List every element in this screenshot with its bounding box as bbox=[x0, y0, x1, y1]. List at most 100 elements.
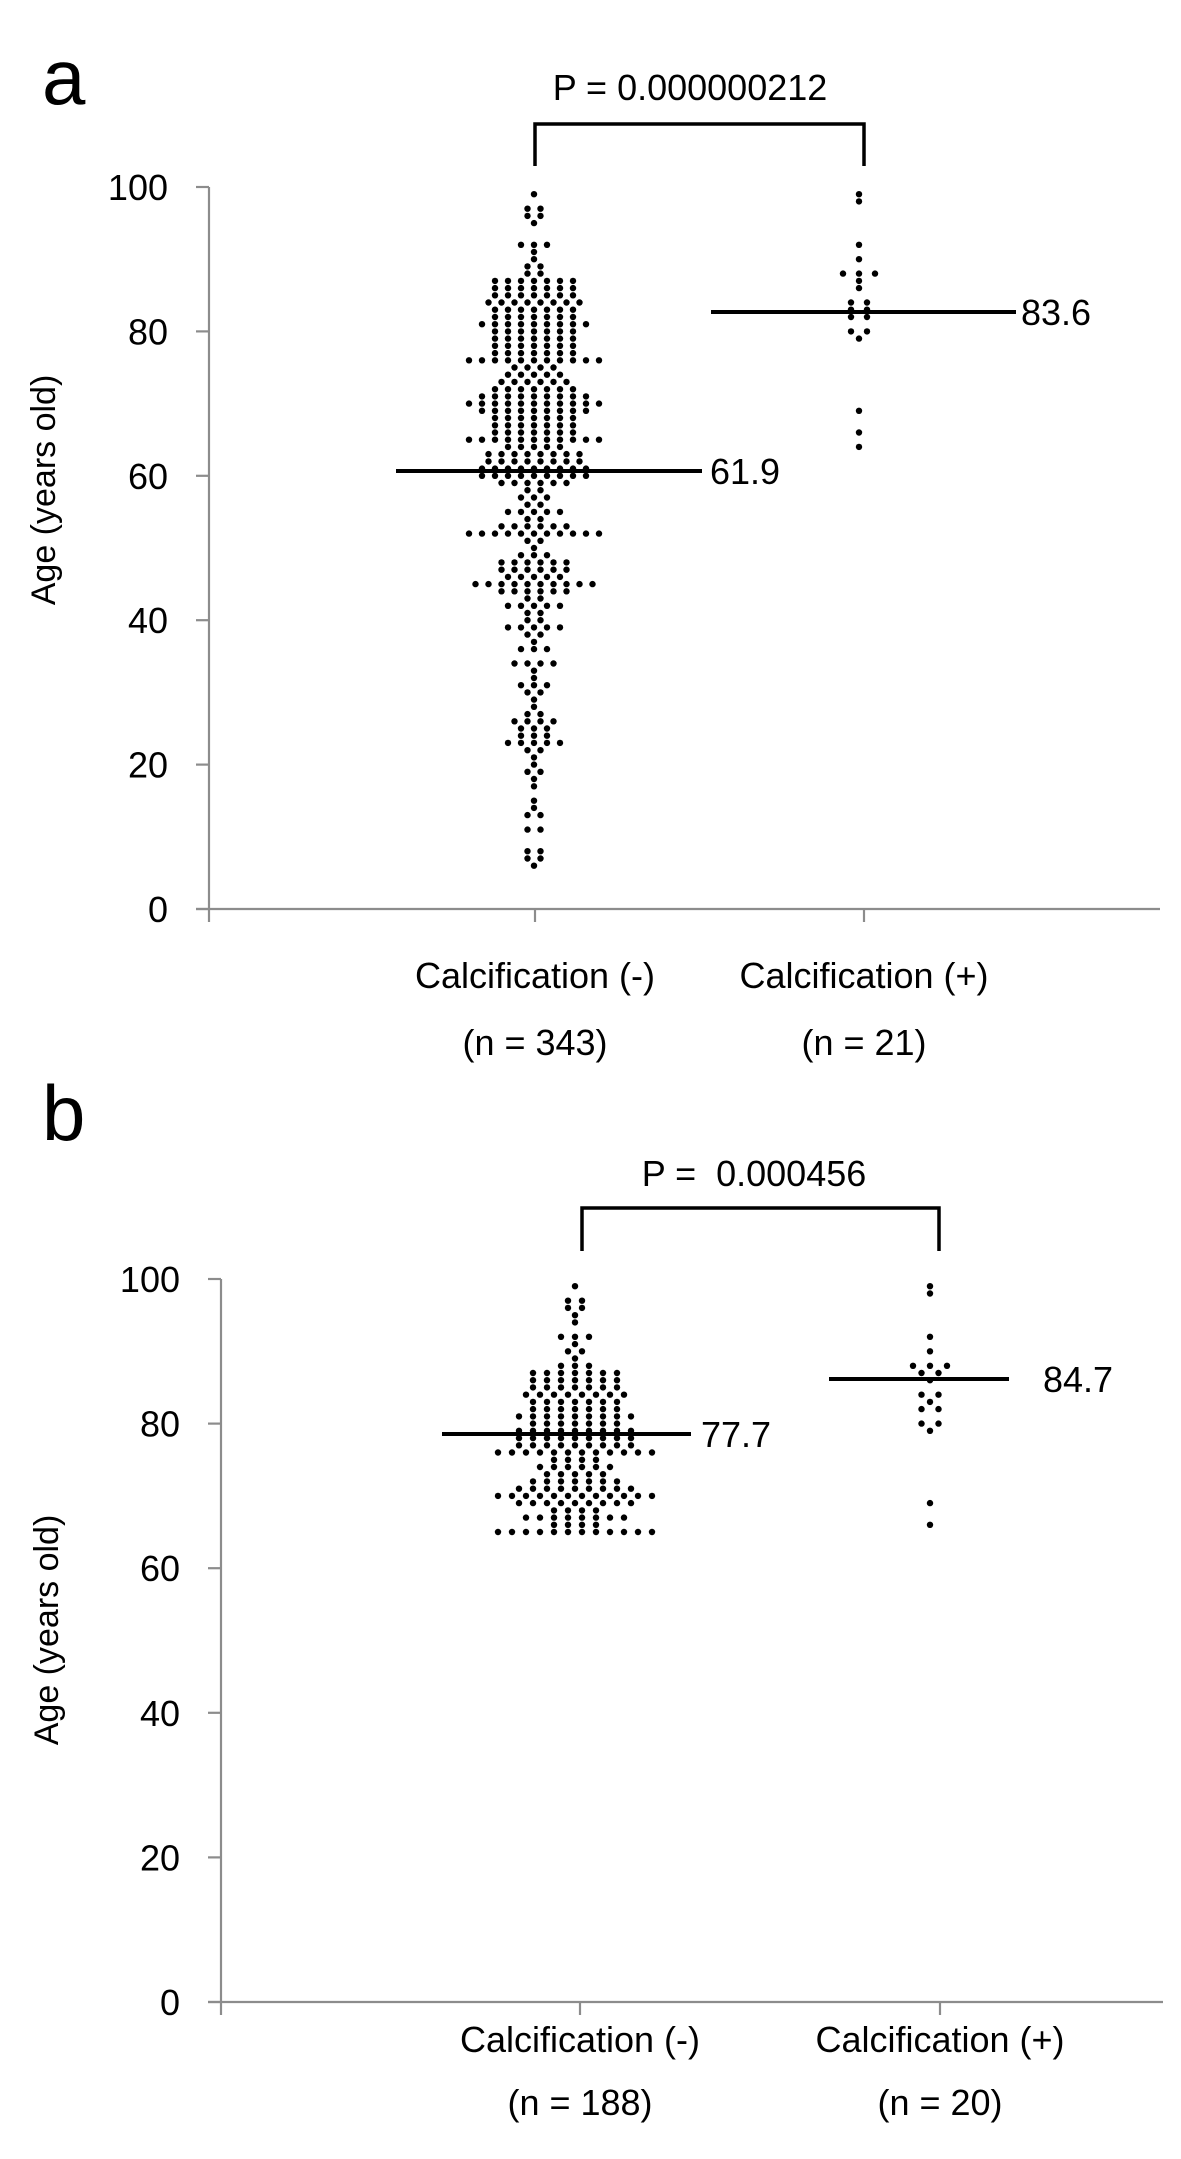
data-point bbox=[582, 321, 590, 328]
data-point bbox=[504, 407, 512, 414]
data-point bbox=[569, 321, 577, 328]
data-point bbox=[592, 1507, 600, 1514]
data-point bbox=[571, 1283, 579, 1290]
data-point bbox=[504, 357, 512, 364]
data-point bbox=[576, 299, 583, 306]
data-point bbox=[599, 1384, 607, 1391]
data-point bbox=[485, 458, 492, 465]
data-point bbox=[537, 378, 544, 386]
data-point bbox=[508, 1492, 516, 1500]
data-point bbox=[504, 508, 512, 516]
data-point bbox=[847, 313, 855, 321]
data-point bbox=[524, 458, 531, 465]
data-point bbox=[606, 1492, 614, 1500]
data-point bbox=[517, 436, 525, 443]
data-point bbox=[847, 299, 855, 306]
data-point bbox=[504, 313, 512, 321]
data-point bbox=[524, 523, 531, 530]
data-point bbox=[613, 1398, 621, 1406]
data-point bbox=[556, 422, 564, 429]
data-point bbox=[524, 205, 531, 212]
data-point bbox=[543, 277, 551, 285]
data-point bbox=[578, 1348, 586, 1355]
y-tick-label: 80 bbox=[140, 1404, 180, 1445]
data-point bbox=[569, 386, 577, 393]
data-point bbox=[556, 306, 564, 313]
data-point bbox=[585, 1420, 593, 1427]
data-point bbox=[491, 393, 499, 400]
data-point bbox=[855, 198, 863, 205]
data-point bbox=[529, 1369, 537, 1377]
data-point bbox=[522, 1449, 530, 1456]
data-point bbox=[530, 422, 538, 429]
data-point bbox=[557, 1362, 565, 1370]
data-point bbox=[529, 1499, 537, 1507]
data-point bbox=[517, 573, 525, 581]
data-point bbox=[524, 710, 531, 718]
data-point bbox=[557, 1485, 565, 1492]
data-point bbox=[530, 292, 538, 299]
panel-label: b bbox=[42, 1069, 85, 1157]
data-point bbox=[543, 645, 551, 653]
data-point bbox=[613, 1442, 621, 1449]
data-point bbox=[465, 530, 473, 537]
data-point bbox=[530, 248, 538, 256]
data-point bbox=[524, 848, 531, 855]
data-point bbox=[543, 1485, 551, 1492]
data-point bbox=[569, 328, 577, 335]
data-point bbox=[569, 400, 577, 407]
data-point bbox=[524, 580, 531, 588]
data-point bbox=[530, 703, 538, 710]
data-point bbox=[909, 1362, 917, 1370]
data-point bbox=[563, 299, 570, 306]
data-point bbox=[556, 386, 564, 393]
data-point bbox=[529, 1485, 537, 1492]
data-point bbox=[569, 349, 577, 357]
data-point bbox=[855, 429, 863, 436]
data-point bbox=[585, 1442, 593, 1449]
data-point bbox=[578, 1463, 586, 1471]
data-point bbox=[511, 559, 518, 566]
data-point bbox=[478, 436, 486, 443]
data-point bbox=[524, 768, 531, 775]
data-point bbox=[578, 1514, 586, 1521]
data-point bbox=[543, 725, 551, 732]
data-point bbox=[498, 458, 505, 465]
data-point bbox=[517, 342, 525, 349]
data-point bbox=[926, 1333, 934, 1341]
data-point bbox=[537, 501, 544, 508]
data-point bbox=[569, 313, 577, 321]
data-point bbox=[524, 609, 531, 617]
data-point bbox=[571, 1471, 579, 1478]
data-point bbox=[935, 1369, 942, 1377]
data-point bbox=[582, 357, 590, 364]
data-point bbox=[648, 1449, 656, 1456]
data-point bbox=[563, 458, 570, 465]
data-point bbox=[524, 566, 531, 573]
data-point bbox=[569, 393, 577, 400]
data-point bbox=[530, 754, 538, 761]
data-point bbox=[498, 559, 505, 566]
data-point bbox=[569, 306, 577, 313]
data-point bbox=[571, 1333, 579, 1341]
data-point bbox=[569, 472, 577, 479]
data-point bbox=[530, 645, 538, 653]
data-point bbox=[524, 559, 531, 566]
y-ticks bbox=[196, 185, 209, 911]
data-point bbox=[550, 1391, 558, 1398]
data-point bbox=[550, 1514, 558, 1521]
data-point bbox=[530, 783, 538, 790]
data-point bbox=[550, 479, 557, 487]
data-point bbox=[530, 602, 538, 609]
data-point bbox=[478, 393, 486, 400]
data-point bbox=[524, 501, 531, 508]
data-point bbox=[537, 559, 544, 566]
data-point bbox=[926, 1362, 934, 1370]
data-point bbox=[530, 400, 538, 407]
data-point bbox=[571, 1377, 579, 1384]
data-point bbox=[599, 1405, 607, 1413]
data-point bbox=[517, 552, 525, 559]
data-point bbox=[530, 349, 538, 357]
data-point bbox=[571, 1434, 579, 1442]
data-point bbox=[595, 357, 603, 364]
